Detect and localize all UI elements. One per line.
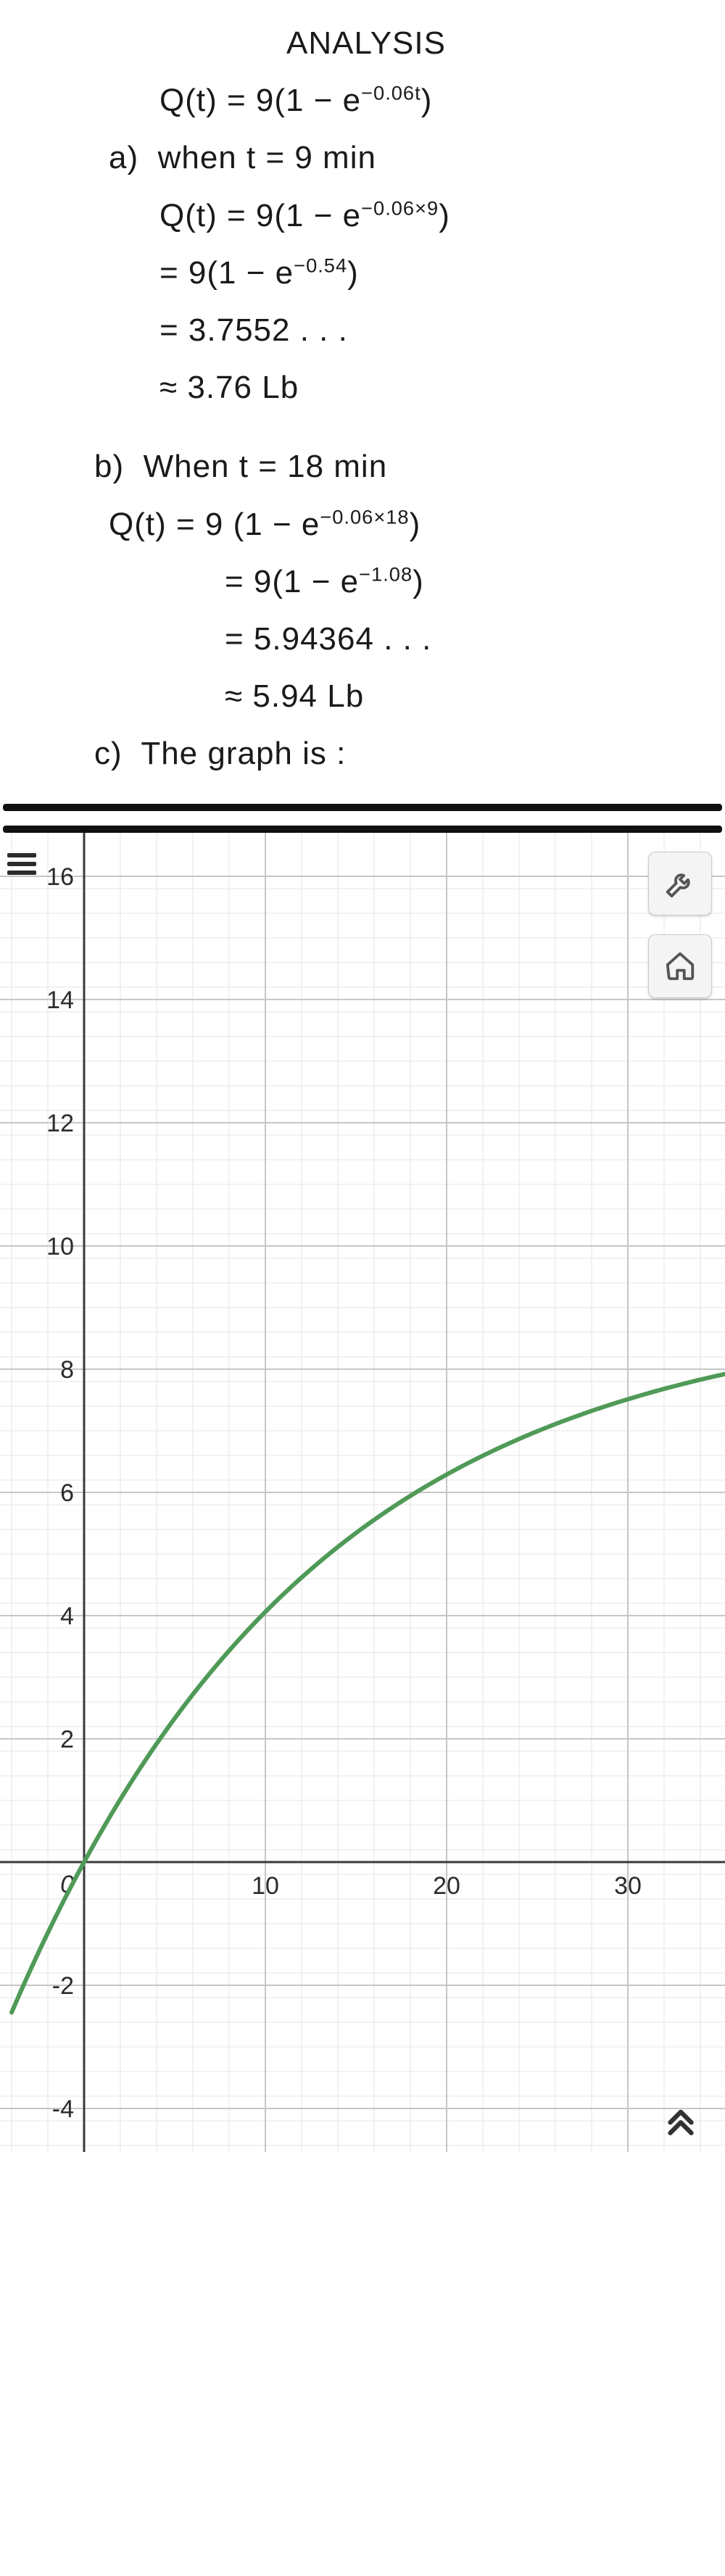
svg-text:2: 2 <box>60 1726 74 1753</box>
part-a-step3: = 3.7552 . . . <box>160 302 696 359</box>
home-icon <box>663 950 697 983</box>
part-b-when: When t = 18 min <box>144 449 388 484</box>
ruled-paper: ANALYSIS Q(t) = 9(1 − e−0.06t) a) when t… <box>0 0 725 804</box>
part-c-label: c) <box>94 736 123 771</box>
wrench-icon <box>663 867 697 900</box>
svg-text:-4: -4 <box>52 2095 74 2123</box>
part-a-step2: = 9(1 − e−0.54) <box>160 244 696 302</box>
part-c-text: The graph is : <box>141 736 346 771</box>
handwritten-analysis-panel: ANALYSIS Q(t) = 9(1 − e−0.06t) a) when t… <box>0 0 725 804</box>
part-a-header: a) when t = 9 min <box>109 129 696 186</box>
svg-text:12: 12 <box>46 1110 74 1137</box>
part-b-result: ≈ 5.94 Lb <box>225 668 696 725</box>
part-a-when: when t = 9 min <box>158 140 376 175</box>
part-a-label: a) <box>109 140 138 175</box>
main-equation: Q(t) = 9(1 − e−0.06t) <box>160 72 696 129</box>
svg-text:10: 10 <box>46 1233 74 1260</box>
settings-button[interactable] <box>648 852 712 915</box>
svg-text:30: 30 <box>614 1872 642 1900</box>
svg-text:10: 10 <box>252 1872 279 1900</box>
part-b-step3: = 5.94364 . . . <box>225 610 696 668</box>
chevrons-up-icon <box>660 2096 702 2138</box>
svg-text:6: 6 <box>60 1479 74 1507</box>
svg-text:14: 14 <box>46 986 74 1014</box>
graph-top-border-2 <box>3 826 722 833</box>
title-analysis: ANALYSIS <box>36 14 696 72</box>
part-a-step1: Q(t) = 9(1 − e−0.06×9) <box>160 187 696 244</box>
part-c: c) The graph is : <box>94 725 696 782</box>
part-b-step2: = 9(1 − e−1.08) <box>225 553 696 610</box>
chart-svg[interactable]: 102030-4-22468101214160 <box>0 833 725 2152</box>
part-b-step1: Q(t) = 9 (1 − e−0.06×18) <box>109 496 696 553</box>
svg-text:4: 4 <box>60 1603 74 1630</box>
part-b-label: b) <box>94 449 124 484</box>
part-b-header: b) When t = 18 min <box>94 438 696 495</box>
graph-panel: 102030-4-22468101214160 <box>0 804 725 2152</box>
graph-area[interactable]: 102030-4-22468101214160 <box>0 833 725 2152</box>
home-button[interactable] <box>648 934 712 998</box>
graph-top-border <box>3 804 722 811</box>
svg-text:20: 20 <box>433 1872 460 1900</box>
scroll-top-button[interactable] <box>660 2096 702 2142</box>
part-a-result: ≈ 3.76 Lb <box>160 359 696 416</box>
svg-text:16: 16 <box>46 863 74 891</box>
svg-text:-2: -2 <box>52 1972 74 2000</box>
menu-icon[interactable] <box>7 853 36 875</box>
svg-text:8: 8 <box>60 1356 74 1384</box>
